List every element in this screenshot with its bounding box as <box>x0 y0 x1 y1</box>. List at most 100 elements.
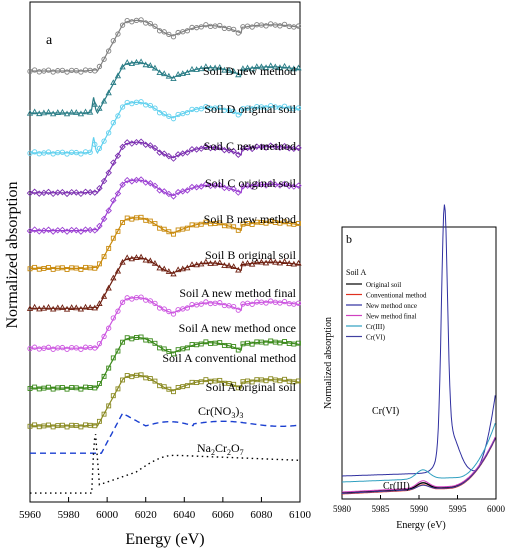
data-point <box>59 344 66 351</box>
data-point <box>92 141 98 148</box>
data-point <box>151 144 159 152</box>
data-point <box>119 299 126 305</box>
data-point <box>262 259 270 266</box>
data-point <box>64 69 70 75</box>
data-point <box>54 189 62 196</box>
data-point <box>147 218 153 224</box>
data-point <box>68 304 75 310</box>
data-point <box>54 227 62 234</box>
data-point <box>55 385 61 391</box>
data-point <box>272 377 278 383</box>
data-point <box>123 139 131 146</box>
data-point <box>115 31 121 37</box>
data-point <box>291 221 297 227</box>
data-point <box>249 341 255 347</box>
data-point <box>239 260 247 267</box>
data-point <box>217 377 223 383</box>
data-point <box>83 264 88 270</box>
series-line <box>342 423 496 483</box>
data-point <box>188 261 196 267</box>
data-point <box>174 266 182 273</box>
data-point <box>78 386 84 392</box>
data-point <box>244 259 251 266</box>
data-point <box>63 110 71 117</box>
data-point <box>59 149 66 155</box>
data-point <box>277 340 283 346</box>
data-point <box>106 245 112 251</box>
legend-entry: Original soil <box>366 281 401 289</box>
data-point <box>268 21 274 27</box>
data-point <box>129 100 135 107</box>
data-point <box>77 110 85 117</box>
series-line <box>30 412 301 454</box>
data-point <box>115 113 121 119</box>
data-point <box>180 384 186 390</box>
data-point <box>171 389 176 395</box>
data-point <box>203 377 209 383</box>
x-tick-label: 5960 <box>19 509 42 521</box>
data-point <box>101 254 107 260</box>
data-point <box>49 110 57 117</box>
data-point <box>277 378 283 384</box>
data-point <box>120 339 126 345</box>
series-line <box>342 204 496 477</box>
data-point <box>114 72 122 79</box>
panel-a-series-labels: Soil D new method Soil D original soil Soi… <box>162 64 296 457</box>
panel-a-x-ticks: 5960 5980 6000 6020 6040 6060 6080 6100 <box>19 497 312 521</box>
data-point <box>207 300 214 307</box>
data-point <box>248 183 256 190</box>
data-point <box>152 378 158 384</box>
data-point <box>170 311 177 317</box>
data-point <box>193 66 200 72</box>
data-point <box>46 384 51 390</box>
data-point <box>45 344 52 350</box>
data-point <box>235 71 242 78</box>
data-point <box>134 335 139 340</box>
data-point <box>276 182 284 189</box>
data-point <box>100 215 108 223</box>
data-point <box>165 190 173 198</box>
data-point <box>207 182 214 190</box>
data-point <box>147 102 153 109</box>
data-point <box>211 64 219 71</box>
data-point <box>82 149 89 155</box>
data-point <box>184 149 191 156</box>
data-point <box>152 340 158 346</box>
data-point <box>235 307 241 313</box>
data-point <box>231 26 237 33</box>
data-point <box>225 147 233 154</box>
panel-b-label: b <box>346 232 352 246</box>
data-point <box>31 67 38 73</box>
panel-b-x-axis-label: Energy (eV) <box>396 520 446 531</box>
data-point <box>91 100 98 107</box>
data-point <box>258 219 264 225</box>
data-point <box>184 187 191 194</box>
data-point <box>36 424 42 430</box>
data-point <box>138 372 144 378</box>
data-point <box>290 260 297 267</box>
data-point <box>59 265 65 271</box>
data-point <box>217 22 223 29</box>
data-point <box>207 64 214 71</box>
data-point <box>156 264 163 271</box>
data-point <box>254 219 260 225</box>
data-point <box>82 67 89 73</box>
data-point <box>258 63 265 70</box>
data-point <box>221 262 228 268</box>
data-point <box>119 22 126 28</box>
data-point <box>73 345 79 351</box>
data-point <box>128 255 135 262</box>
panel-a-y-axis-label: Normalized absorption <box>4 181 21 328</box>
data-point <box>230 263 237 269</box>
data-point <box>202 181 210 188</box>
data-point <box>36 69 42 75</box>
data-point <box>151 182 159 190</box>
data-point <box>161 346 167 352</box>
data-point <box>69 422 75 428</box>
x-tick-label: 5995 <box>449 504 468 514</box>
series-label: Na2Cr2O7 <box>197 441 244 457</box>
data-point <box>138 214 144 220</box>
data-point <box>263 340 269 346</box>
data-point <box>119 181 126 188</box>
